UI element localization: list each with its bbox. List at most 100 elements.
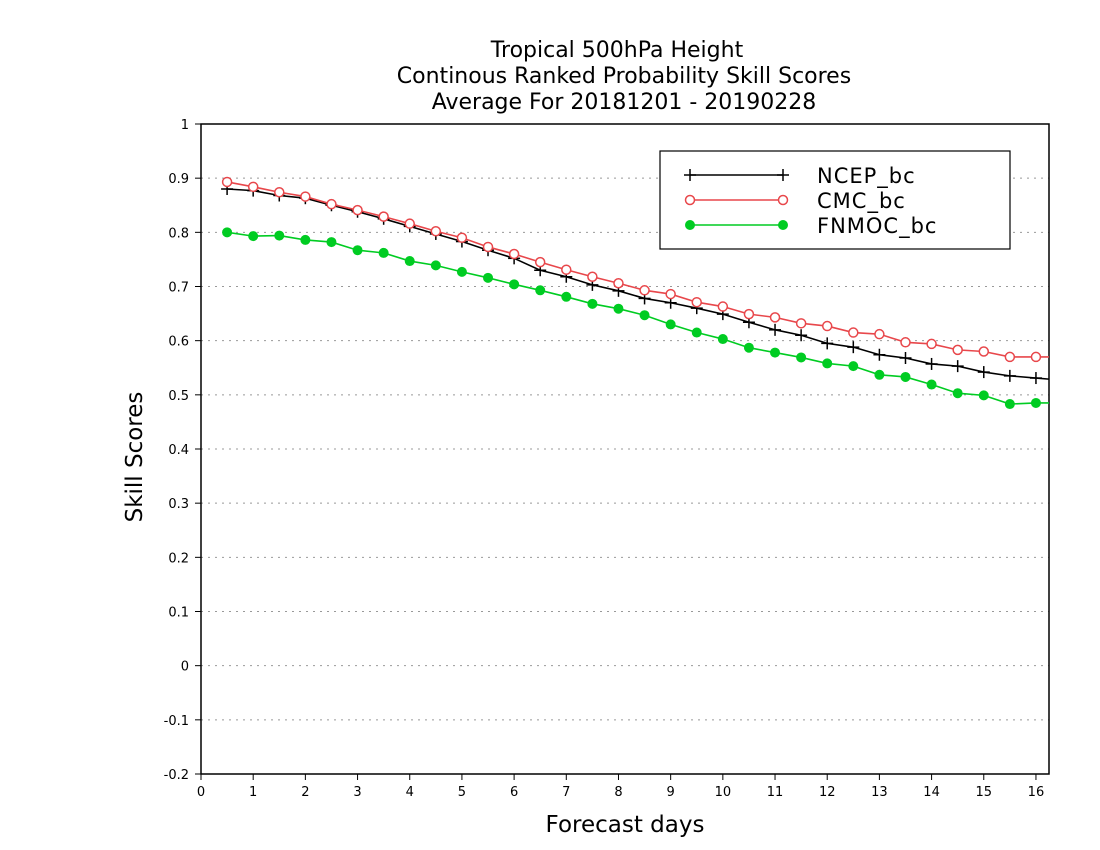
data-point <box>978 346 990 357</box>
data-point <box>769 312 781 323</box>
data-point <box>300 234 311 245</box>
data-point <box>508 248 520 260</box>
y-axis-label: Skill Scores <box>122 392 148 523</box>
data-point <box>456 266 467 277</box>
data-point <box>778 220 788 230</box>
x-tick-label: 0 <box>197 785 205 800</box>
data-point <box>848 361 859 372</box>
y-tick-label: 0.7 <box>168 281 189 296</box>
x-axis-ticks: 0 1 2 3 4 5 6 7 8 9 10 11 12 13 14 15 16 <box>197 774 1044 800</box>
x-tick-label: 6 <box>510 785 518 800</box>
x-tick-label: 7 <box>562 785 570 800</box>
data-point <box>535 285 546 296</box>
y-tick-label: 0.1 <box>168 606 189 621</box>
data-point <box>717 334 728 345</box>
data-point <box>1030 397 1041 408</box>
data-point <box>534 256 546 268</box>
data-point <box>352 204 363 216</box>
legend-label: NCEP_bc <box>817 164 916 189</box>
data-point <box>639 310 650 321</box>
data-point <box>248 231 259 242</box>
x-tick-label: 13 <box>871 785 888 800</box>
x-axis-label: Forecast days <box>546 812 705 838</box>
data-point <box>1004 351 1016 363</box>
legend-label: CMC_bc <box>817 189 906 214</box>
x-tick-label: 12 <box>819 785 836 800</box>
data-point <box>613 278 624 289</box>
data-point <box>952 388 963 399</box>
x-tick-label: 5 <box>458 785 466 800</box>
data-point <box>509 279 520 290</box>
x-tick-label: 16 <box>1028 785 1045 800</box>
x-tick-label: 8 <box>614 785 622 800</box>
data-point <box>587 271 598 282</box>
legend-entry: CMC_bc <box>684 189 906 214</box>
y-tick-label: 0.3 <box>168 497 189 512</box>
gridlines <box>201 177 1049 721</box>
data-point <box>430 260 441 271</box>
y-tick-label: 0.5 <box>168 389 189 404</box>
y-tick-label: -0.2 <box>164 768 189 783</box>
data-point <box>822 358 833 369</box>
series-CMC_bc <box>221 176 1049 363</box>
data-point <box>900 337 911 348</box>
data-point <box>404 256 415 267</box>
data-point <box>247 181 259 193</box>
data-point <box>300 191 311 202</box>
data-point <box>1030 351 1042 363</box>
data-point <box>378 211 389 222</box>
data-point <box>777 194 789 206</box>
chart-title-line-1: Tropical 500hPa Height <box>490 38 744 63</box>
x-tick-label: 11 <box>767 785 784 800</box>
data-point <box>900 371 911 382</box>
data-point <box>952 344 963 356</box>
data-point <box>561 264 572 275</box>
legend-entry: NCEP_bc <box>684 164 916 189</box>
data-point <box>978 390 989 401</box>
series-line <box>226 231 1049 405</box>
data-point <box>691 327 702 338</box>
x-tick-label: 1 <box>249 785 257 800</box>
data-point <box>456 232 468 243</box>
legend-label: FNMOC_bc <box>817 214 937 239</box>
data-point <box>326 198 337 210</box>
data-point <box>221 176 233 188</box>
data-point <box>691 296 703 308</box>
data-point <box>274 187 285 198</box>
data-point <box>430 226 442 237</box>
legend-entry: FNMOC_bc <box>685 214 937 239</box>
data-point <box>685 220 695 230</box>
y-tick-label: -0.1 <box>164 714 189 729</box>
x-tick-label: 4 <box>406 785 414 800</box>
y-tick-label: 0.6 <box>168 335 189 350</box>
chart-title: Tropical 500hPa Height Continous Ranked … <box>397 38 851 115</box>
data-point <box>639 285 650 296</box>
data-point <box>482 241 494 253</box>
data-point <box>587 298 598 309</box>
data-point <box>926 379 937 390</box>
y-tick-label: 0.2 <box>168 551 189 566</box>
data-point <box>665 319 676 330</box>
chart-title-line-3: Average For 20181201 - 20190228 <box>432 90 817 115</box>
data-point <box>352 245 363 256</box>
data-point <box>717 301 729 312</box>
x-tick-label: 15 <box>975 785 992 800</box>
data-point <box>926 338 937 350</box>
y-tick-label: 0.8 <box>168 226 189 241</box>
data-point <box>404 218 415 229</box>
data-point <box>613 303 624 314</box>
x-tick-label: 2 <box>301 785 309 800</box>
y-tick-label: 0.9 <box>168 172 189 187</box>
x-tick-label: 9 <box>667 785 675 800</box>
data-point <box>684 194 696 206</box>
data-point <box>821 320 833 332</box>
y-tick-label: 0.4 <box>168 443 189 458</box>
data-point <box>874 328 885 340</box>
data-point <box>743 308 755 320</box>
y-tick-label: 1 <box>181 118 189 133</box>
data-point <box>561 291 572 302</box>
data-point <box>770 347 781 358</box>
plot-frame <box>200 123 1050 775</box>
